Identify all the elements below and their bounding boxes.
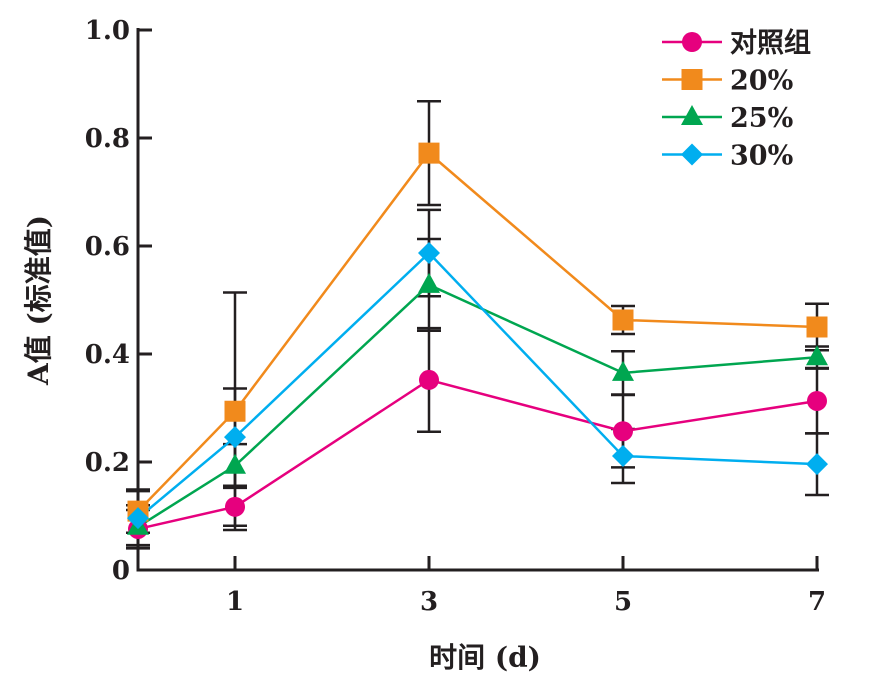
data-point-25pct — [418, 272, 440, 293]
y-tick-label: 0.8 — [85, 124, 130, 154]
data-point-对照组 — [419, 369, 439, 390]
x-tick-label: 7 — [808, 587, 826, 617]
legend-label: 25% — [730, 103, 793, 134]
data-point-20pct — [806, 316, 828, 338]
data-point-30pct — [224, 426, 246, 449]
x-tick-label: 5 — [614, 587, 632, 617]
legend-label: 30% — [730, 141, 793, 172]
data-point-20pct — [418, 142, 440, 164]
data-point-20pct — [224, 400, 246, 422]
data-point-25pct — [224, 453, 246, 474]
data-point-25pct — [612, 360, 634, 381]
data-point-30pct — [127, 507, 149, 530]
y-tick-label: 0 — [112, 556, 130, 586]
data-point-30pct — [806, 453, 828, 476]
legend-marker-25pct — [681, 105, 703, 125]
data-point-对照组 — [807, 390, 827, 411]
legend-marker-30pct — [681, 143, 703, 166]
legend-label: 对照组 — [730, 27, 811, 59]
y-axis-label: A值 (标准值) — [22, 215, 55, 386]
data-point-25pct — [806, 345, 828, 366]
legend-label: 20% — [730, 66, 793, 97]
data-point-30pct — [418, 242, 440, 265]
x-tick-label: 3 — [420, 587, 438, 617]
data-point-20pct — [612, 309, 634, 331]
data-point-30pct — [612, 445, 634, 468]
y-tick-label: 1.0 — [85, 16, 130, 46]
x-axis-label: 时间 (d) — [429, 641, 541, 674]
y-tick-label: 0.2 — [85, 448, 130, 478]
x-tick-label: 1 — [226, 587, 244, 617]
legend-marker-对照组 — [682, 32, 702, 52]
data-point-对照组 — [613, 421, 633, 442]
y-tick-label: 0.6 — [85, 232, 130, 262]
legend-marker-20pct — [681, 69, 703, 90]
data-point-对照组 — [225, 496, 245, 517]
series-line-20pct — [137, 151, 818, 513]
y-tick-label: 0.4 — [85, 340, 130, 370]
